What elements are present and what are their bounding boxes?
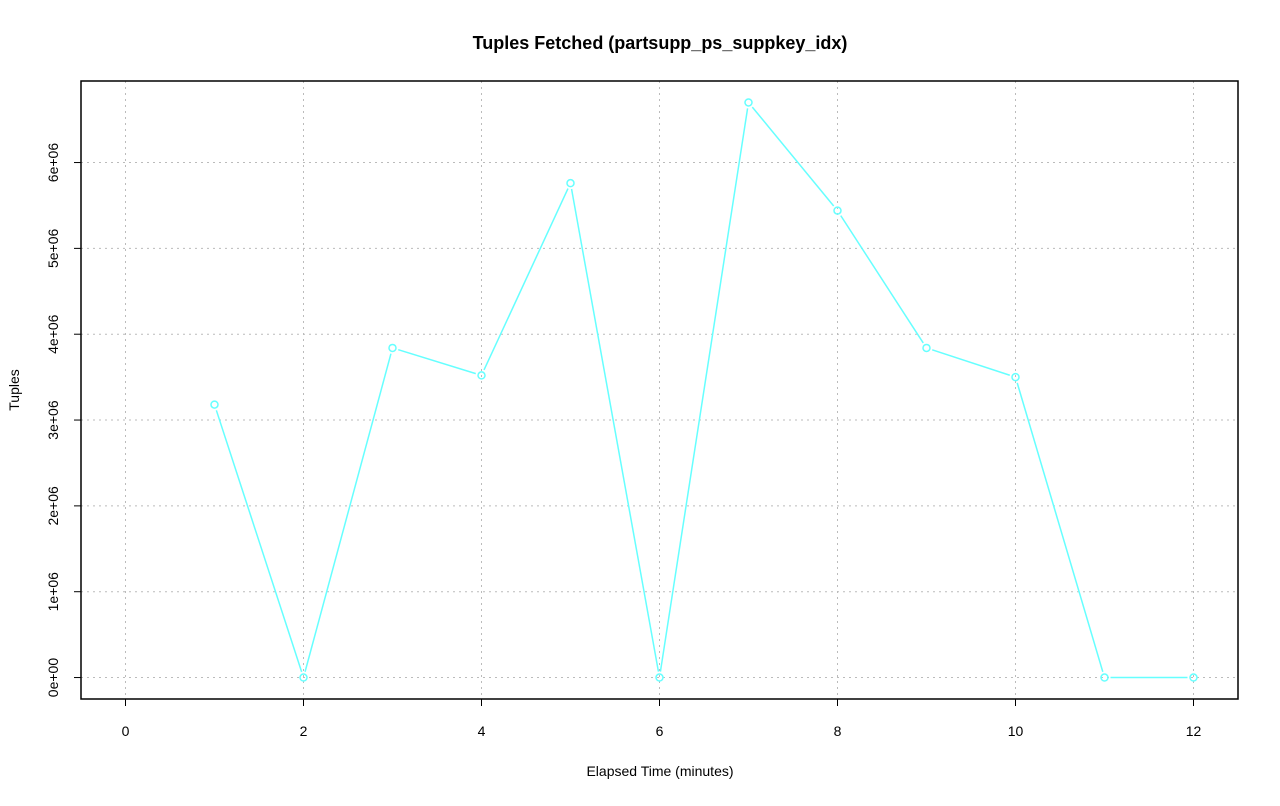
x-tick-label: 4 — [478, 723, 486, 739]
data-point — [744, 98, 753, 107]
series-line-segment — [215, 410, 303, 673]
y-tick-label: 1e+06 — [45, 572, 61, 612]
y-tick-label: 2e+06 — [45, 486, 61, 526]
x-tick-label: 10 — [1008, 723, 1024, 739]
y-tick-label: 0e+00 — [45, 658, 61, 698]
x-axis-label: Elapsed Time (minutes) — [586, 763, 733, 779]
series-line-segment — [1016, 382, 1104, 673]
y-tick-label: 6e+06 — [45, 143, 61, 183]
x-tick-label: 12 — [1186, 723, 1202, 739]
x-axis: 0 2 4 6 8 10 12 — [122, 699, 1202, 739]
series-line-segment — [304, 353, 392, 672]
data-point — [566, 178, 575, 188]
x-tick-label: 8 — [834, 723, 842, 739]
y-axis: 0e+00 1e+06 2e+06 3e+06 4e+06 5e+06 6e+06 — [45, 143, 81, 698]
data-point — [388, 343, 397, 353]
data-point — [655, 673, 664, 682]
data-point — [299, 673, 308, 682]
data-point — [1189, 673, 1198, 682]
x-tick-label: 0 — [122, 723, 130, 739]
series-line-segment — [751, 106, 835, 207]
series-line-segment — [931, 349, 1011, 376]
y-tick-label: 3e+06 — [45, 400, 61, 440]
series-line-segment — [840, 215, 924, 344]
series-layer — [210, 98, 1198, 682]
y-tick-label: 5e+06 — [45, 229, 61, 269]
data-point — [1100, 673, 1109, 682]
grid — [81, 81, 1238, 699]
data-point — [477, 371, 486, 380]
y-tick-label: 4e+06 — [45, 314, 61, 354]
series-line-segment — [398, 348, 476, 375]
series-line-segment — [483, 188, 569, 371]
plot-frame — [80, 80, 1239, 700]
series-line-segment — [659, 108, 749, 672]
chart-title: Tuples Fetched (partsupp_ps_suppkey_idx) — [473, 33, 848, 53]
data-point — [210, 400, 219, 409]
y-axis-label: Tuples — [6, 369, 22, 411]
series-line-segment — [570, 188, 660, 672]
data-point — [922, 343, 931, 353]
data-point — [1011, 372, 1020, 382]
x-tick-label: 6 — [656, 723, 664, 739]
data-point — [833, 206, 842, 215]
x-tick-label: 2 — [300, 723, 308, 739]
